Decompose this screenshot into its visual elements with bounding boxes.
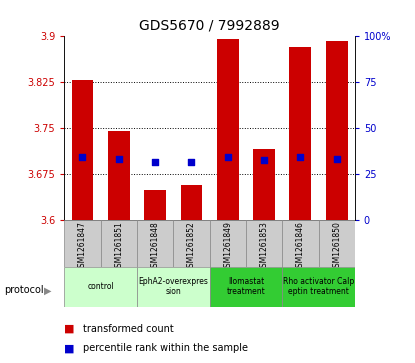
Text: GSM1261853: GSM1261853 xyxy=(259,221,269,272)
Bar xyxy=(64,220,101,267)
Bar xyxy=(290,47,311,220)
Text: GSM1261852: GSM1261852 xyxy=(187,221,196,272)
Bar xyxy=(210,220,246,267)
Text: GSM1261846: GSM1261846 xyxy=(296,221,305,272)
Bar xyxy=(210,267,282,307)
Bar xyxy=(144,190,166,220)
Bar xyxy=(326,41,348,220)
Bar xyxy=(246,220,282,267)
Point xyxy=(333,156,340,162)
Text: ▶: ▶ xyxy=(44,285,51,295)
Point xyxy=(225,154,231,160)
Title: GDS5670 / 7992889: GDS5670 / 7992889 xyxy=(139,19,280,32)
Bar xyxy=(282,220,319,267)
Bar xyxy=(282,267,355,307)
Bar xyxy=(137,220,173,267)
Bar xyxy=(181,185,203,220)
Text: transformed count: transformed count xyxy=(83,323,174,334)
Text: EphA2-overexpres
sion: EphA2-overexpres sion xyxy=(138,277,208,297)
Text: GSM1261849: GSM1261849 xyxy=(223,221,232,272)
Bar xyxy=(217,39,239,220)
Text: ■: ■ xyxy=(64,343,75,354)
Text: ■: ■ xyxy=(64,323,75,334)
Point xyxy=(79,154,86,160)
Text: protocol: protocol xyxy=(4,285,44,295)
Point xyxy=(115,156,122,162)
Bar xyxy=(137,267,210,307)
Bar xyxy=(64,267,137,307)
Text: Ilomastat
treatment: Ilomastat treatment xyxy=(227,277,265,297)
Bar xyxy=(253,149,275,220)
Point xyxy=(261,157,267,163)
Point xyxy=(152,159,159,164)
Text: GSM1261851: GSM1261851 xyxy=(114,221,123,272)
Point xyxy=(188,159,195,164)
Bar xyxy=(319,220,355,267)
Text: control: control xyxy=(87,282,114,291)
Text: GSM1261850: GSM1261850 xyxy=(332,221,341,272)
Bar xyxy=(71,80,93,220)
Bar xyxy=(108,131,130,220)
Text: percentile rank within the sample: percentile rank within the sample xyxy=(83,343,248,354)
Bar xyxy=(173,220,210,267)
Text: Rho activator Calp
eptin treatment: Rho activator Calp eptin treatment xyxy=(283,277,354,297)
Text: GSM1261847: GSM1261847 xyxy=(78,221,87,272)
Text: GSM1261848: GSM1261848 xyxy=(151,221,160,272)
Bar xyxy=(100,220,137,267)
Point xyxy=(297,154,304,160)
